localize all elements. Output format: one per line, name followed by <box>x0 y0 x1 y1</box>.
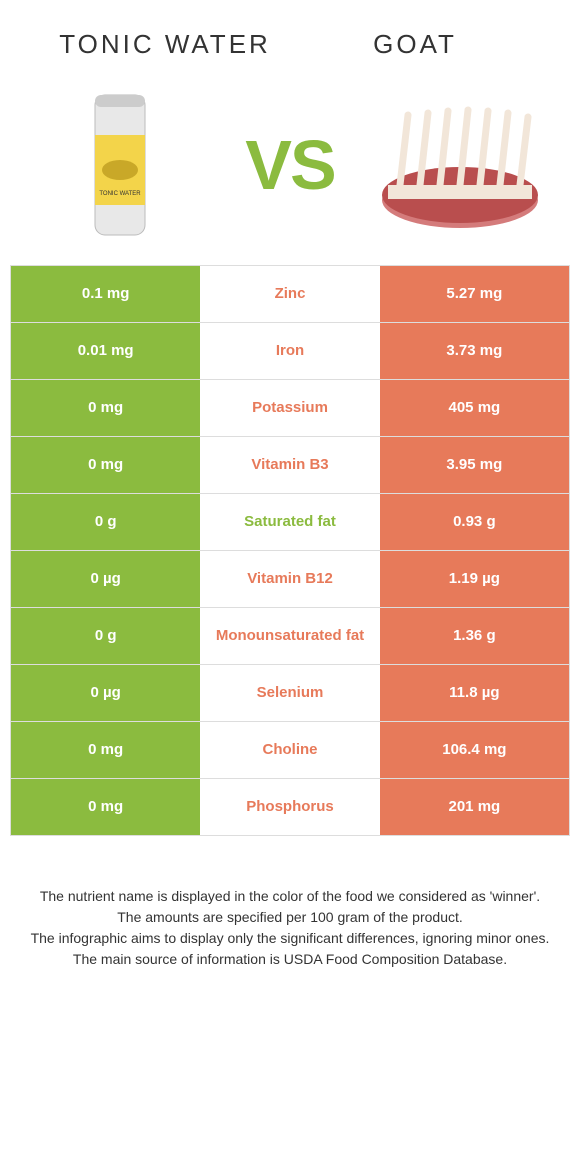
left-value: 0 µg <box>11 551 200 607</box>
table-row: 0 µgVitamin B121.19 µg <box>11 551 569 608</box>
footer-line: The nutrient name is displayed in the co… <box>30 886 550 907</box>
right-food-image <box>370 80 550 250</box>
nutrient-name: Iron <box>200 323 379 379</box>
nutrient-name: Vitamin B12 <box>200 551 379 607</box>
left-value: 0 g <box>11 608 200 664</box>
table-row: 0.1 mgZinc5.27 mg <box>11 266 569 323</box>
nutrient-name: Selenium <box>200 665 379 721</box>
header: Tonic water Goat <box>0 0 580 70</box>
comparison-table: 0.1 mgZinc5.27 mg0.01 mgIron3.73 mg0 mgP… <box>10 265 570 836</box>
nutrient-name: Monounsaturated fat <box>200 608 379 664</box>
vs-label: VS <box>245 125 334 205</box>
right-value: 201 mg <box>380 779 569 835</box>
right-food-title: Goat <box>290 30 540 60</box>
right-value: 11.8 µg <box>380 665 569 721</box>
nutrient-name: Zinc <box>200 266 379 322</box>
goat-meat-icon <box>370 95 550 235</box>
table-row: 0 mgCholine106.4 mg <box>11 722 569 779</box>
svg-text:TONIC WATER: TONIC WATER <box>99 191 141 197</box>
tonic-can-icon: TONIC WATER <box>85 85 155 245</box>
right-value: 3.95 mg <box>380 437 569 493</box>
table-row: 0 gSaturated fat0.93 g <box>11 494 569 551</box>
left-value: 0 mg <box>11 437 200 493</box>
left-food-title: Tonic water <box>40 30 290 60</box>
nutrient-name: Phosphorus <box>200 779 379 835</box>
right-value: 405 mg <box>380 380 569 436</box>
nutrient-name: Potassium <box>200 380 379 436</box>
table-row: 0 µgSelenium11.8 µg <box>11 665 569 722</box>
left-value: 0.1 mg <box>11 266 200 322</box>
right-value: 5.27 mg <box>380 266 569 322</box>
table-row: 0 mgVitamin B33.95 mg <box>11 437 569 494</box>
left-value: 0 mg <box>11 380 200 436</box>
footer-notes: The nutrient name is displayed in the co… <box>0 836 580 1000</box>
left-value: 0.01 mg <box>11 323 200 379</box>
nutrient-name: Choline <box>200 722 379 778</box>
right-value: 1.36 g <box>380 608 569 664</box>
left-value: 0 mg <box>11 779 200 835</box>
left-value: 0 µg <box>11 665 200 721</box>
right-value: 3.73 mg <box>380 323 569 379</box>
table-row: 0 mgPotassium405 mg <box>11 380 569 437</box>
right-value: 0.93 g <box>380 494 569 550</box>
right-value: 1.19 µg <box>380 551 569 607</box>
right-value: 106.4 mg <box>380 722 569 778</box>
nutrient-name: Saturated fat <box>200 494 379 550</box>
nutrient-name: Vitamin B3 <box>200 437 379 493</box>
left-value: 0 mg <box>11 722 200 778</box>
table-row: 0 gMonounsaturated fat1.36 g <box>11 608 569 665</box>
left-value: 0 g <box>11 494 200 550</box>
left-food-image: TONIC WATER <box>30 80 210 250</box>
footer-line: The infographic aims to display only the… <box>30 928 550 949</box>
footer-line: The amounts are specified per 100 gram o… <box>30 907 550 928</box>
table-row: 0.01 mgIron3.73 mg <box>11 323 569 380</box>
footer-line: The main source of information is USDA F… <box>30 949 550 970</box>
table-row: 0 mgPhosphorus201 mg <box>11 779 569 836</box>
images-row: TONIC WATER VS <box>0 70 580 265</box>
